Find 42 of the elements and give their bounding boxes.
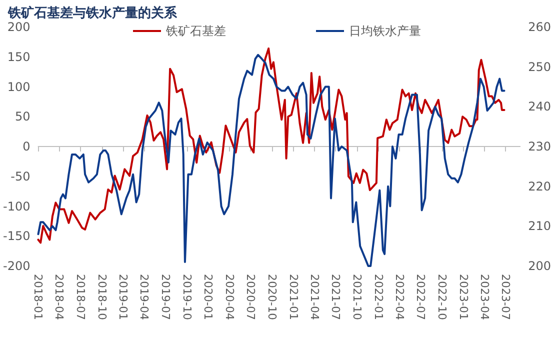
x-tick-label: 2019-10 [180,274,194,320]
legend-label: 日均铁水产量 [349,24,421,38]
y-tick-label: -100 [3,199,30,214]
x-tick-label: 2022-07 [414,274,428,320]
x-tick-label: 2020-01 [202,274,215,320]
y2-tick-label: 220 [528,179,551,194]
x-tick-label: 2019-01 [116,274,130,320]
y-tick-label: -200 [3,259,30,273]
x-tick-label: 2020-04 [222,274,236,320]
x-tick-label: 2020-07 [244,274,258,320]
x-tick-label: 2022-04 [392,274,406,320]
x-tick-label: 2023-01 [457,274,470,320]
y2-tick-label: 250 [528,60,551,74]
y2-tick-label: 230 [528,140,551,154]
x-tick-label: 2018-01 [32,274,45,320]
x-tick-label: 2022-01 [372,274,385,320]
y2-tick-label: 240 [528,100,551,114]
x-tick-label: 2022-10 [436,274,449,320]
y-tick-label: -50 [10,169,30,184]
x-tick-label: 2018-07 [74,274,87,320]
x-tick-label: 2021-07 [329,274,342,320]
x-tick-label: 2021-04 [308,274,321,320]
x-tick-label: 2021-10 [350,274,364,320]
x-tick-label: 2019-04 [138,274,151,320]
x-tick-label: 2018-10 [95,274,108,320]
y-tick-label: -150 [3,229,30,244]
y-tick-label: 100 [7,80,30,94]
y-tick-label: 200 [7,20,30,34]
x-tick-label: 2018-04 [52,274,66,320]
x-tick-label: 2020-10 [266,274,279,320]
chart-title: 铁矿石基差与铁水产量的关系 [7,5,178,21]
x-tick-label: 2019-07 [158,274,172,320]
x-tick-label: 2023-07 [499,274,512,320]
legend-label: 铁矿石基差 [165,24,226,38]
x-tick-label: 2021-01 [286,274,300,320]
y2-tick-label: 260 [528,20,551,34]
y-tick-label: 0 [22,140,30,154]
x-tick-label: 2023-04 [478,274,491,320]
y-tick-label: 50 [14,110,30,124]
y-tick-label: 150 [7,50,30,64]
y2-tick-label: 200 [528,259,551,273]
y2-tick-label: 210 [528,219,551,234]
